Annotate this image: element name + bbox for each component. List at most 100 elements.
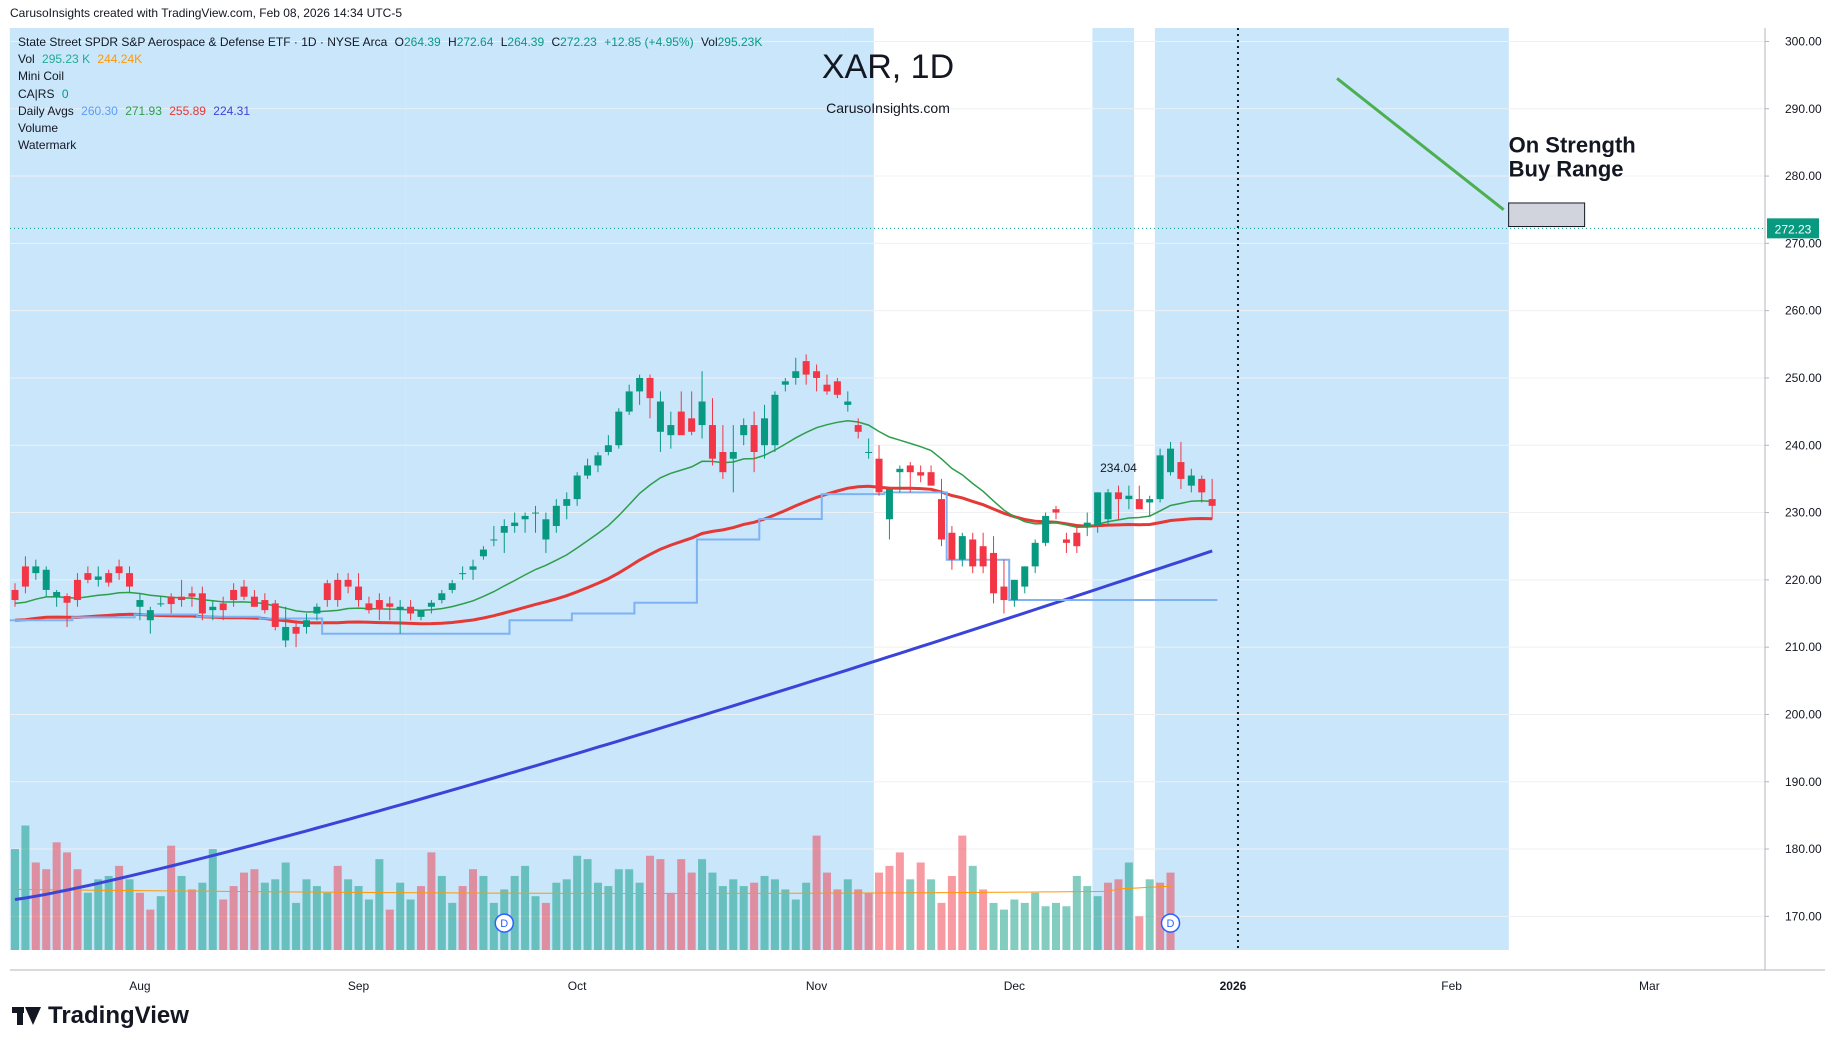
volume-bar [198, 882, 207, 950]
legend-volume-row[interactable]: Vol 295.23 K 244.24K [18, 51, 762, 68]
candle-body [188, 593, 196, 597]
dividend-marker [1160, 913, 1181, 933]
candle-body [1094, 492, 1102, 527]
vol-row-label: Vol [18, 52, 35, 67]
volume-bar [385, 909, 394, 950]
legend-volume-label[interactable]: Volume [18, 121, 59, 136]
volume-bar [1052, 902, 1060, 950]
volume-bar [375, 859, 384, 950]
candle-body [21, 566, 29, 587]
candle-body [250, 596, 258, 607]
candle-body [261, 600, 269, 611]
candle-body [865, 451, 873, 453]
volume-bar [229, 886, 238, 950]
candle-body [584, 465, 592, 476]
x-tick-label: Feb [1441, 979, 1462, 993]
candle-body [594, 455, 602, 466]
y-tick-label: 170.00 [1785, 909, 1822, 923]
shaded-region [9, 28, 406, 950]
low-value: 264.39 [507, 35, 545, 49]
volume-bar [833, 889, 842, 950]
candle-body [459, 573, 467, 575]
volume-bar [875, 872, 884, 950]
candle-body [105, 573, 113, 583]
legend: State Street SPDR S&P Aerospace & Defens… [18, 34, 762, 154]
legend-daily-avgs-row[interactable]: Daily Avgs 260.30 271.93 255.89 224.31 [18, 103, 762, 120]
candle-body [126, 573, 134, 587]
volume-bar [146, 909, 155, 950]
candle-body [906, 465, 914, 473]
candle-body [365, 603, 373, 611]
candle-body [761, 418, 769, 446]
candle-body [1073, 532, 1081, 547]
candle-body [937, 499, 945, 540]
last-price-label: 272.23 [1775, 222, 1812, 236]
volume-bar [1031, 892, 1040, 950]
volume-bar [344, 879, 353, 950]
volume-bar [979, 889, 988, 950]
resistance-trendline [1336, 77, 1505, 211]
volume-bar [1135, 916, 1144, 950]
low-label: L [500, 35, 508, 49]
vol-row-value: 295.23 K [42, 52, 91, 67]
candle-body [677, 411, 685, 436]
legend-cars-row[interactable]: CA|RS 0 [18, 86, 762, 103]
annotations-layer: On Strength Buy Range 234.04 D D XAR, 1D Carus… [10, 28, 1765, 950]
candle-body [282, 626, 290, 641]
volume-bar [937, 902, 946, 950]
candle-body [344, 579, 352, 587]
volume-bar [177, 875, 186, 950]
candle-body [563, 499, 571, 506]
candle-body [917, 472, 925, 476]
volume-bar [666, 892, 675, 950]
volume-bar [416, 886, 425, 950]
buy-range-label-line: On Strength [1509, 133, 1636, 158]
volume-bar [552, 882, 561, 950]
volume-bar [94, 879, 103, 950]
tradingview-logo[interactable]: TradingView [12, 1002, 189, 1030]
candle-body [240, 586, 248, 597]
candle-body [136, 600, 144, 607]
volume-bar [354, 886, 363, 950]
volume-bar [593, 882, 602, 950]
candle-body [1198, 478, 1206, 493]
daily-avg-2: 271.93 [125, 103, 162, 118]
volume-bar [739, 886, 748, 950]
volume-bar [573, 855, 582, 950]
candle-body [32, 566, 40, 574]
volume-bar [1041, 906, 1050, 950]
volume-bar [895, 852, 904, 950]
tradingview-logo-icon [12, 1007, 42, 1025]
candle-body [1135, 499, 1143, 510]
x-tick-label: Sep [348, 979, 370, 993]
volume-bar [635, 882, 644, 950]
volume-bar [219, 899, 228, 950]
candle-body [636, 377, 644, 392]
candle-body [1114, 492, 1122, 500]
legend-mini-coil[interactable]: Mini Coil [18, 69, 65, 84]
volume-bar [42, 869, 51, 950]
candle-body [698, 401, 706, 426]
legend-watermark-label[interactable]: Watermark [18, 138, 77, 153]
candle-body [688, 418, 696, 432]
candle-body [781, 381, 789, 385]
stepped-support-line [9, 491, 1218, 635]
axis-layer: 300.00 290.00 280.00 270.00 260.00 250.00 240.… [10, 28, 1825, 993]
candle-body [896, 468, 904, 473]
volume-bar [63, 852, 72, 950]
candle-body [771, 394, 779, 446]
volume-bar [292, 902, 301, 950]
legend-symbol-row[interactable]: State Street SPDR S&P Aerospace & Defens… [18, 34, 762, 51]
candle-body [552, 505, 560, 527]
candle-body [1208, 499, 1216, 506]
volume-bar [52, 842, 61, 950]
volume-bar [968, 865, 977, 950]
volume-bar [677, 859, 686, 950]
volume-bar [323, 892, 332, 950]
volume-bar [135, 892, 144, 950]
candle-body [479, 549, 487, 557]
y-tick-label: 190.00 [1785, 775, 1822, 789]
candle-body [1156, 455, 1164, 500]
candle-body [885, 489, 893, 520]
